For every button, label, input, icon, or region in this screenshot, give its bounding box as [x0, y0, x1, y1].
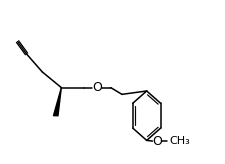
Text: O: O	[92, 81, 101, 94]
Text: CH₃: CH₃	[169, 136, 189, 146]
Text: O: O	[152, 135, 162, 148]
Polygon shape	[53, 88, 61, 116]
